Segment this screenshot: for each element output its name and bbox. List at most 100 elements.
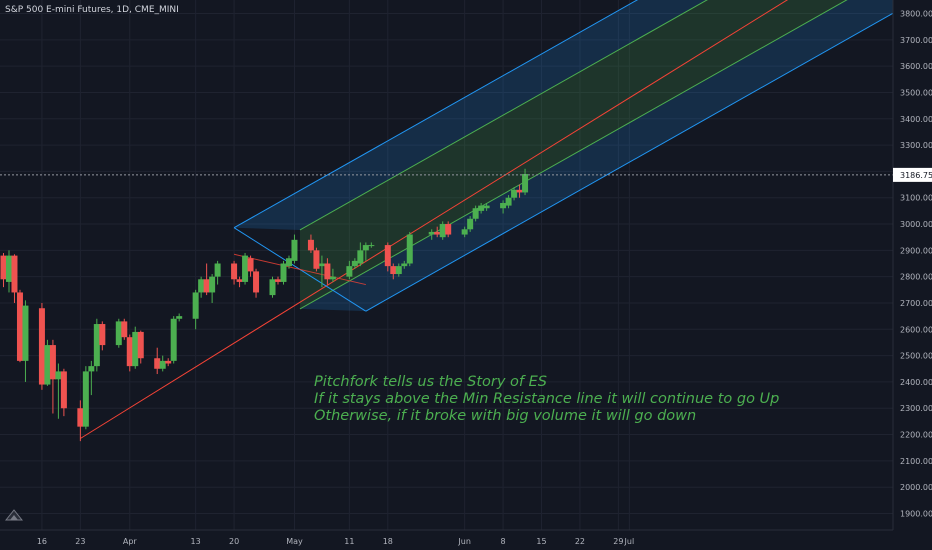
- candle-body: [0, 255, 7, 280]
- candle-body: [285, 258, 292, 267]
- pitchfork-upper-outer-zone: [234, 0, 707, 230]
- candle: [253, 268, 260, 298]
- candle: [198, 276, 205, 298]
- candle-body: [390, 266, 397, 275]
- candle-body: [291, 239, 298, 261]
- candle: [346, 260, 353, 280]
- candle-body: [115, 321, 122, 346]
- pitchfork-inner-lower-line: [299, 0, 848, 310]
- candle-body: [269, 279, 276, 296]
- candle-body: [176, 316, 183, 319]
- last-price-label: 3186.75: [900, 171, 932, 180]
- candle: [44, 339, 51, 386]
- candle-body: [511, 189, 518, 198]
- time-tick-label: Jul: [624, 537, 635, 546]
- candle-body: [93, 324, 100, 367]
- time-axis[interactable]: 16 23 Apr 13 20 May 11 18 Jun 8 15 22 29 Jul: [0, 529, 893, 546]
- candle: [38, 302, 45, 390]
- candle-body: [88, 366, 95, 372]
- time-tick-label: 23: [75, 537, 85, 546]
- price-tick-label: 2100.00: [900, 457, 932, 466]
- candle-body: [209, 276, 216, 293]
- candle: [22, 300, 29, 382]
- candle-body: [395, 266, 402, 275]
- time-tick-label: 8: [501, 537, 506, 546]
- candle: [170, 316, 177, 364]
- candle-body: [126, 337, 133, 367]
- candle: [478, 202, 485, 214]
- annotation-text[interactable]: Pitchfork tells us the Story of ES If it…: [314, 374, 779, 425]
- candle-body: [60, 371, 67, 409]
- candle: [77, 400, 84, 442]
- candle: [329, 268, 336, 282]
- candle-body: [461, 229, 468, 235]
- price-tick-label: 2300.00: [900, 404, 932, 413]
- candle: [368, 242, 375, 248]
- candle: [362, 242, 369, 261]
- candle: [522, 168, 529, 196]
- price-tick-label: 2700.00: [900, 299, 932, 308]
- price-axis[interactable]: 3800.00 3700.00 3600.00 3500.00 3400.00 3300.…: [892, 0, 932, 550]
- candle: [428, 229, 435, 240]
- candles: [0, 168, 893, 442]
- candle: [291, 234, 298, 264]
- candle: [214, 260, 221, 285]
- price-tick-label: 2400.00: [900, 378, 932, 387]
- candle: [11, 254, 18, 303]
- candle: [99, 321, 106, 351]
- candle: [285, 255, 292, 269]
- pitchfork-lower-line: [365, 12, 894, 312]
- candle: [176, 313, 183, 322]
- candle-body: [478, 205, 485, 211]
- candle: [434, 226, 441, 238]
- pitchfork-inner-upper-line: [299, 0, 708, 231]
- price-tick-label: 3100.00: [900, 194, 932, 203]
- time-tick-label: 16: [37, 537, 47, 546]
- candle-body: [253, 271, 260, 293]
- candle: [275, 276, 281, 285]
- candle-body: [159, 360, 166, 369]
- candle-body: [516, 189, 523, 193]
- candle: [242, 252, 249, 285]
- candle-body: [16, 292, 23, 361]
- price-tick-label: 3800.00: [900, 10, 932, 19]
- candle: [313, 247, 320, 272]
- price-tick-label: 2000.00: [900, 483, 932, 492]
- candle: [247, 255, 254, 277]
- time-tick-label: 20: [229, 537, 239, 546]
- candle-body: [505, 197, 512, 206]
- price-tick-label: 2900.00: [900, 246, 932, 255]
- annotation-line-1: Pitchfork tells us the Story of ES: [314, 374, 548, 390]
- candle: [55, 363, 62, 419]
- price-tick-label: 2800.00: [900, 273, 932, 282]
- candle: [203, 263, 210, 296]
- candle-body: [483, 205, 490, 209]
- candle: [351, 258, 358, 269]
- candle: [154, 347, 161, 375]
- candle-body: [275, 279, 281, 282]
- candle-body: [55, 371, 62, 380]
- candle-body: [121, 321, 128, 338]
- candle-body: [198, 279, 205, 293]
- candle-body: [368, 245, 375, 247]
- candle: [324, 258, 331, 285]
- candle: [406, 231, 413, 267]
- candle-body: [472, 208, 479, 219]
- candle-body: [500, 202, 507, 209]
- candle: [390, 263, 397, 280]
- candle-body: [318, 263, 325, 267]
- candle-body: [307, 239, 314, 251]
- candle: [16, 289, 23, 363]
- candle: [318, 255, 325, 288]
- candle-body: [313, 250, 320, 269]
- price-tick-label: 3000.00: [900, 220, 932, 229]
- candle-body: [203, 279, 210, 293]
- time-tick-label: 18: [383, 537, 393, 546]
- tradingview-logo-icon[interactable]: [5, 507, 23, 521]
- price-tick-label: 3600.00: [900, 62, 932, 71]
- candle: [445, 221, 452, 238]
- time-tick-label: 15: [536, 537, 546, 546]
- candle-body: [384, 245, 391, 267]
- pitchfork-upper-line: [233, 0, 639, 229]
